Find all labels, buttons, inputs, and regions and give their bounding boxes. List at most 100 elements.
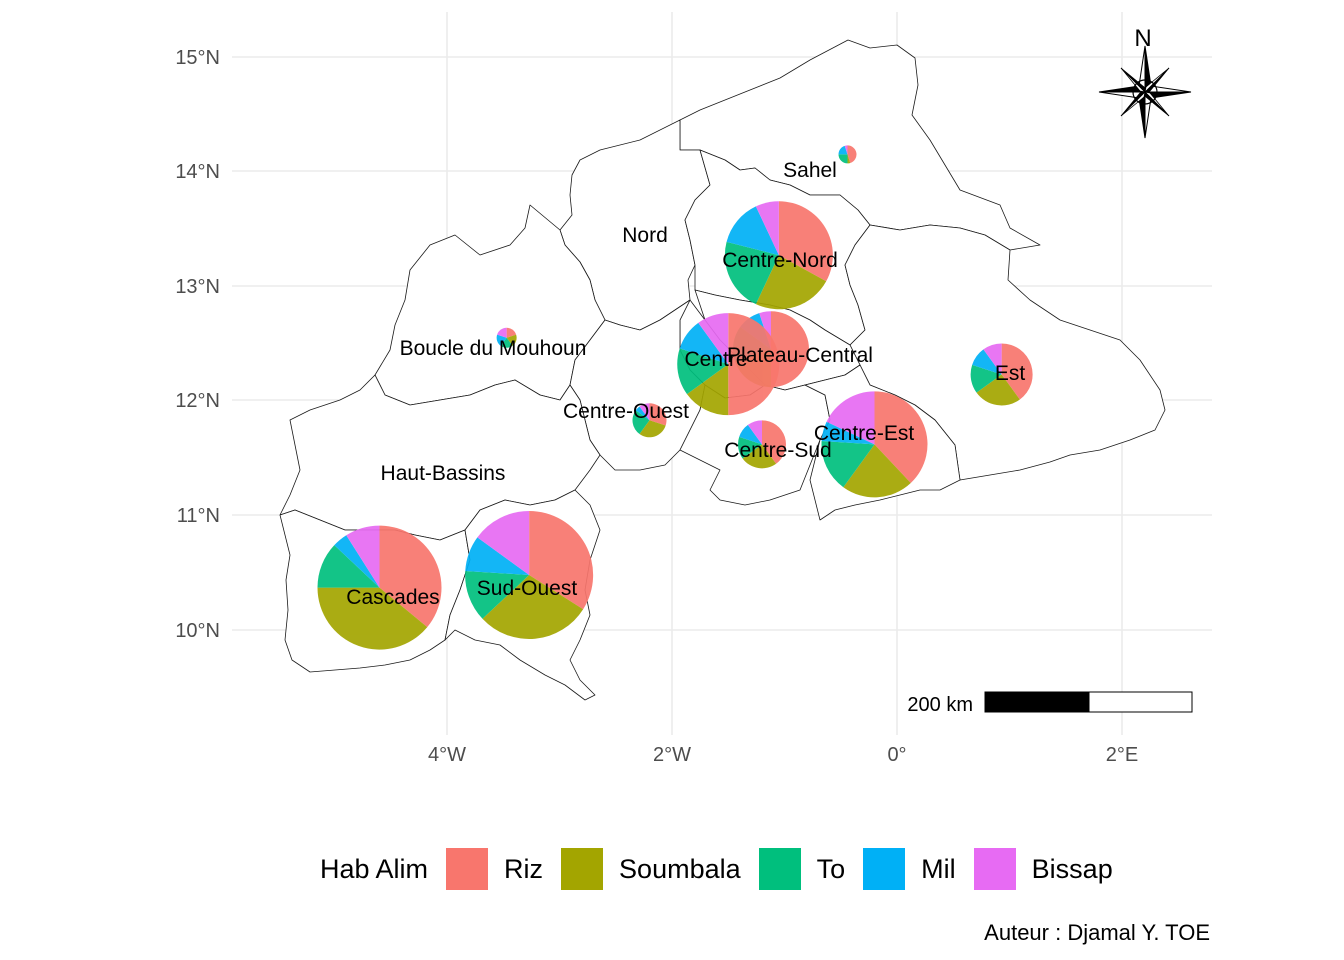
pie-slice-to (724, 241, 779, 305)
pie-slice-mil (739, 424, 762, 445)
pie-slice-mil (838, 145, 848, 155)
pie-slice-bissap (747, 420, 762, 445)
pie-slice-bissap (844, 145, 848, 155)
region-label-centre: Centre (684, 348, 747, 371)
lat-tick-label: 13°N (175, 276, 220, 298)
pie-sud-ouest (465, 510, 594, 639)
pie-slice-soumbala (976, 374, 1020, 406)
pie-centre-nord (724, 201, 833, 310)
pie-sahel (838, 145, 857, 164)
pie-centre-sud (738, 420, 786, 469)
pie-slice-riz (778, 201, 833, 282)
legend-item-to: To (758, 848, 846, 890)
pie-slice-riz (762, 420, 786, 464)
region-label-centre-est: Centre-Est (814, 422, 915, 445)
pie-slice-mil (821, 421, 875, 445)
pie-slice-to (500, 337, 513, 348)
pie-slice-soumbala (686, 364, 729, 416)
lon-tick-label: 4°W (428, 744, 466, 766)
pie-slice-bissap (639, 403, 650, 421)
lon-tick-label: 2°W (653, 744, 691, 766)
pie-slice-to (970, 364, 1002, 393)
legend-label: To (816, 853, 846, 884)
pie-slice-soumbala (317, 587, 428, 650)
pie-slice-mil (726, 206, 779, 256)
pie-slice-soumbala (742, 444, 777, 469)
lat-tick-label: 15°N (175, 47, 220, 69)
lon-axis: 4°W 2°W 0° 2°E (428, 744, 1138, 766)
legend: Hab Alim Riz Soumbala To Mil Bissap (320, 846, 1131, 892)
legend-label: Soumbala (619, 853, 741, 884)
region-label-boucle-du-mouhoun: Boucle du Mouhoun (400, 337, 587, 360)
pie-slice-riz (874, 391, 928, 483)
caption: Auteur : Djamal Y. TOE (984, 920, 1210, 945)
lat-tick-label: 14°N (175, 161, 220, 183)
scale-bar-white-segment (1088, 691, 1193, 713)
lat-axis: 15°N 14°N 13°N 12°N 11°N 10°N (175, 47, 220, 642)
pie-slice-bissap (826, 391, 875, 445)
lat-tick-label: 12°N (175, 390, 220, 412)
pie-centre (677, 313, 780, 416)
pie-slice-to (738, 436, 762, 459)
region-labels: Sahel Nord Centre-Nord Boucle du Mouhoun… (346, 159, 1025, 609)
pie-slice-mil (635, 406, 650, 421)
pie-slice-bissap (497, 327, 507, 338)
legend-swatch (446, 848, 489, 890)
pie-layer (317, 145, 1033, 650)
region-label-cascades: Cascades (346, 586, 439, 609)
pie-slice-riz (1001, 343, 1033, 400)
pie-est (970, 343, 1033, 406)
pie-slice-mil (972, 349, 1002, 375)
pie-slice-to (677, 348, 729, 395)
north-label: N (1134, 25, 1151, 52)
pie-slice-riz (379, 525, 442, 628)
pie-slice-mil (679, 322, 729, 365)
pie-slice-bissap (755, 201, 779, 256)
pie-slice-soumbala (506, 334, 517, 346)
region-label-centre-sud: Centre-Sud (724, 439, 831, 462)
region-label-haut-bassins: Haut-Bassins (381, 462, 506, 485)
pie-slice-mil (334, 535, 380, 588)
pie-slice-bissap (698, 313, 729, 365)
legend-title: Hab Alim (320, 853, 429, 884)
pie-cascades (317, 525, 442, 650)
pie-slice-riz (728, 313, 780, 416)
pie-slice-bissap (983, 343, 1002, 375)
pie-slice-riz (847, 145, 857, 163)
pie-slice-riz (506, 327, 517, 338)
pie-slice-to (632, 410, 650, 435)
pie-centre-est (821, 391, 928, 498)
pie-slice-soumbala (843, 444, 911, 498)
lon-tick-label: 2°E (1106, 744, 1138, 766)
north-arrow-icon: N (1098, 25, 1192, 139)
region-label-est: Est (995, 362, 1026, 385)
pie-slice-bissap (477, 510, 530, 575)
legend-label: Riz (504, 853, 544, 884)
legend-item-riz: Riz (446, 848, 543, 890)
pie-slice-soumbala (639, 420, 666, 438)
pie-slice-soumbala (755, 255, 827, 310)
legend-swatch (863, 848, 906, 890)
scale-bar-black-segment (984, 691, 1090, 713)
pie-slice-bissap (346, 525, 380, 588)
pie-slice-to (465, 570, 530, 619)
pie-slice-riz (771, 311, 809, 388)
legend-item-bissap: Bissap (973, 848, 1113, 890)
scale-bar: 200 km (907, 691, 1193, 716)
region-label-centre-nord: Centre-Nord (722, 249, 838, 272)
pie-slice-mil (496, 334, 507, 346)
pie-slice-soumbala (847, 154, 851, 164)
pie-slice-riz (649, 403, 667, 426)
pie-slice-to (821, 441, 875, 488)
pie-slice-mil (465, 537, 530, 575)
pie-slice-soumbala (482, 574, 584, 639)
scale-label: 200 km (907, 694, 973, 716)
region-label-nord: Nord (622, 224, 668, 247)
pie-boucle-du-mouhoun (496, 327, 517, 348)
legend-swatch (973, 848, 1016, 890)
legend-item-soumbala: Soumbala (561, 848, 741, 890)
pie-slice-riz (529, 510, 594, 610)
legend-swatch (561, 848, 604, 890)
pie-centre-ouest (632, 403, 667, 438)
